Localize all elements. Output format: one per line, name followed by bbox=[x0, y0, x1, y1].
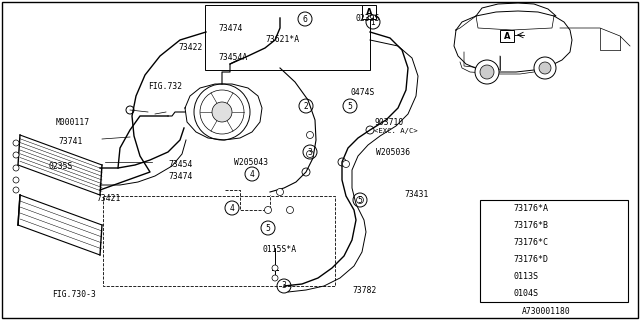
Circle shape bbox=[307, 132, 314, 139]
Text: 5: 5 bbox=[491, 274, 495, 279]
Circle shape bbox=[13, 152, 19, 158]
Text: 73431: 73431 bbox=[404, 190, 428, 199]
Text: 6: 6 bbox=[491, 291, 495, 297]
Text: W205036: W205036 bbox=[376, 148, 410, 157]
Circle shape bbox=[264, 206, 271, 213]
Text: 4: 4 bbox=[491, 257, 495, 262]
Bar bbox=[362, 5, 376, 19]
Text: 0113S: 0113S bbox=[513, 272, 538, 281]
Text: 3: 3 bbox=[491, 239, 495, 245]
Circle shape bbox=[539, 62, 551, 74]
Text: 2: 2 bbox=[303, 101, 308, 110]
Text: A: A bbox=[504, 31, 510, 41]
Bar bbox=[480, 200, 628, 302]
Text: 903710: 903710 bbox=[374, 118, 403, 127]
Text: 73741: 73741 bbox=[58, 137, 83, 146]
Circle shape bbox=[13, 165, 19, 171]
Text: 6: 6 bbox=[303, 14, 307, 23]
Circle shape bbox=[534, 57, 556, 79]
Text: 4: 4 bbox=[250, 170, 255, 179]
Circle shape bbox=[276, 188, 284, 196]
Circle shape bbox=[13, 177, 19, 183]
Bar bbox=[103, 196, 335, 286]
Text: 73454A: 73454A bbox=[218, 53, 247, 62]
Text: 73421: 73421 bbox=[96, 194, 120, 203]
Text: 73176*A: 73176*A bbox=[513, 204, 548, 213]
Text: 3: 3 bbox=[308, 148, 312, 156]
Circle shape bbox=[480, 65, 494, 79]
Text: 73454: 73454 bbox=[168, 160, 193, 169]
Text: 0115S*A: 0115S*A bbox=[262, 245, 296, 254]
Text: 0239S: 0239S bbox=[355, 14, 380, 23]
Text: 4: 4 bbox=[230, 204, 234, 212]
Bar bbox=[205, 5, 370, 70]
Circle shape bbox=[13, 140, 19, 146]
Text: 0474S: 0474S bbox=[350, 88, 374, 97]
Circle shape bbox=[342, 161, 349, 167]
Circle shape bbox=[212, 102, 232, 122]
Text: 1: 1 bbox=[491, 205, 495, 212]
Text: 5: 5 bbox=[348, 101, 353, 110]
Circle shape bbox=[272, 275, 278, 281]
Text: FIG.732: FIG.732 bbox=[148, 82, 182, 91]
Text: A: A bbox=[365, 7, 372, 17]
Text: <EXC. A/C>: <EXC. A/C> bbox=[374, 128, 418, 134]
Text: FIG.730-3: FIG.730-3 bbox=[52, 290, 96, 299]
Text: 5: 5 bbox=[266, 223, 271, 233]
Text: 73176*B: 73176*B bbox=[513, 221, 548, 230]
Text: 73621*A: 73621*A bbox=[265, 35, 299, 44]
Text: 1: 1 bbox=[371, 18, 376, 27]
Text: 5: 5 bbox=[358, 196, 362, 204]
Text: 0104S: 0104S bbox=[513, 289, 538, 298]
Circle shape bbox=[13, 187, 19, 193]
Circle shape bbox=[272, 265, 278, 271]
Circle shape bbox=[287, 206, 294, 213]
Circle shape bbox=[356, 196, 364, 204]
Text: 73176*D: 73176*D bbox=[513, 255, 548, 264]
Text: 3: 3 bbox=[282, 282, 287, 291]
Circle shape bbox=[475, 60, 499, 84]
Bar bbox=[500, 30, 514, 42]
Text: 73474: 73474 bbox=[218, 24, 243, 33]
Text: 73422: 73422 bbox=[178, 43, 202, 52]
Text: 0235S: 0235S bbox=[48, 162, 72, 171]
Text: 2: 2 bbox=[491, 222, 495, 228]
Text: M000117: M000117 bbox=[56, 118, 90, 127]
Text: 73176*C: 73176*C bbox=[513, 238, 548, 247]
Circle shape bbox=[307, 150, 314, 157]
Text: W205043: W205043 bbox=[234, 158, 268, 167]
Text: A730001180: A730001180 bbox=[522, 307, 571, 316]
Text: 73782: 73782 bbox=[352, 286, 376, 295]
Text: 73474: 73474 bbox=[168, 172, 193, 181]
